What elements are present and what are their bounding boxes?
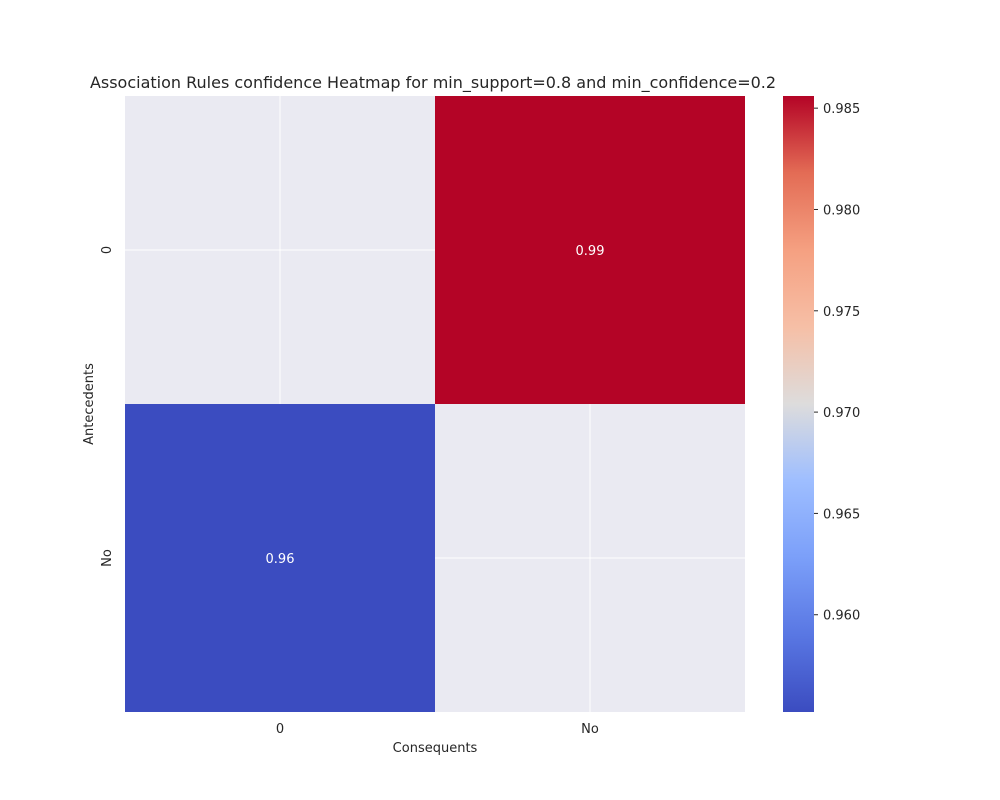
cell-value-label: 0.96	[266, 552, 295, 567]
colorbar-tick-label: 0.965	[823, 507, 860, 522]
heatmap-cell	[125, 404, 435, 712]
y-axis-label: Antecedents	[82, 363, 97, 445]
y-tick-label: No	[100, 549, 115, 567]
x-axis-label: Consequents	[393, 741, 478, 756]
colorbar-tick-label: 0.970	[823, 406, 860, 421]
colorbar-tick-label: 0.980	[823, 203, 860, 218]
heatmap-cell	[435, 96, 745, 404]
plot-area: 0.99 0.96	[125, 96, 745, 712]
colorbar-tick-label: 0.975	[823, 305, 860, 320]
colorbar: 0.960 0.965 0.970 0.975 0.980 0.985	[783, 96, 860, 712]
x-axis-ticks: 0 No	[276, 722, 599, 737]
y-axis-ticks: 0 No	[100, 246, 115, 567]
x-tick-label: 0	[276, 722, 284, 737]
colorbar-ticks: 0.960 0.965 0.970 0.975 0.980 0.985	[814, 102, 860, 624]
cell-value-label: 0.99	[576, 244, 605, 259]
x-tick-label: No	[581, 722, 599, 737]
colorbar-tick-label: 0.960	[823, 609, 860, 624]
chart-title: Association Rules confidence Heatmap for…	[90, 73, 776, 93]
colorbar-gradient	[783, 96, 814, 712]
y-tick-label: 0	[100, 246, 115, 254]
colorbar-tick-label: 0.985	[823, 102, 860, 117]
